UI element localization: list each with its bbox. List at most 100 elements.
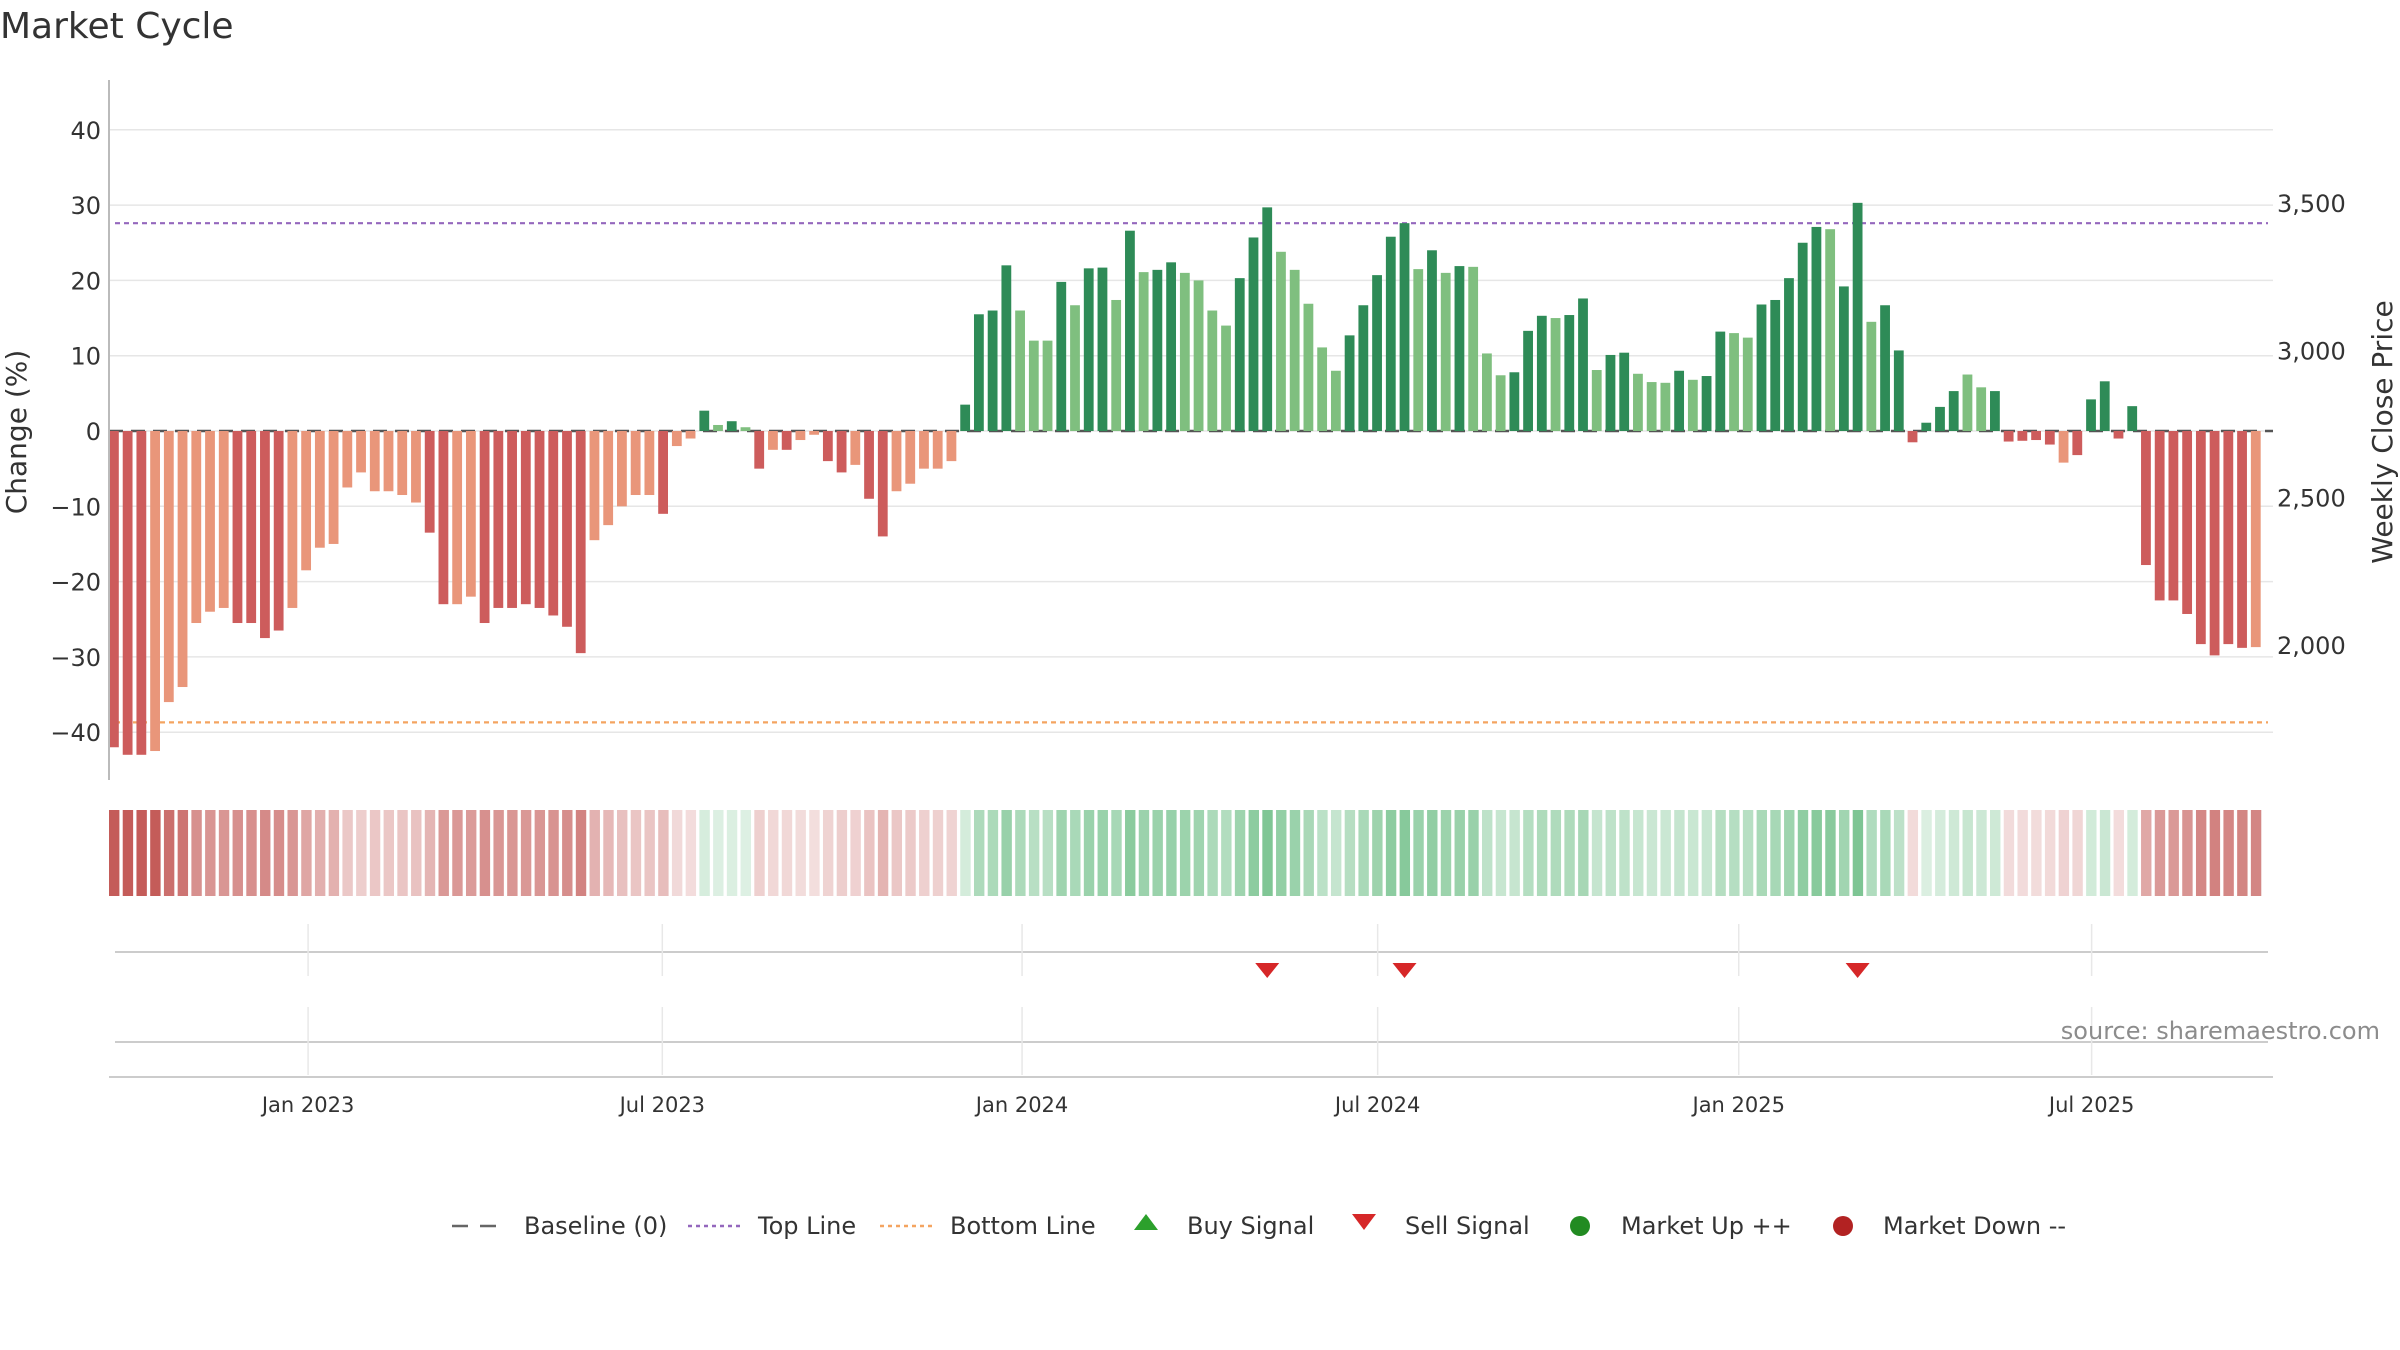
- strip-cell: [1550, 810, 1562, 896]
- right-tick-label: 3,500: [2277, 190, 2346, 218]
- bar: [1289, 269, 1300, 431]
- strip-cell: [1385, 810, 1397, 896]
- strip-cell: [562, 810, 573, 896]
- bar-series: [109, 202, 2261, 755]
- strip-cell: [589, 810, 600, 896]
- bar: [1729, 333, 1739, 431]
- bar: [479, 431, 490, 624]
- bar: [562, 431, 572, 627]
- bar: [1097, 267, 1108, 431]
- strip-cell: [1468, 810, 1479, 896]
- strip-cell: [1179, 810, 1191, 896]
- bar: [575, 431, 586, 654]
- strip-cell: [795, 810, 806, 896]
- bar: [452, 431, 463, 605]
- bar: [2195, 431, 2206, 645]
- bar: [1495, 375, 1506, 431]
- x-tick-label: Jul 2023: [618, 1093, 705, 1117]
- legend-label: Bottom Line: [950, 1212, 1096, 1240]
- bar: [1646, 382, 1657, 431]
- bar: [424, 431, 435, 533]
- bar: [877, 431, 888, 537]
- strip-cell: [1701, 810, 1713, 896]
- bar: [603, 431, 614, 526]
- bar: [1372, 275, 1382, 431]
- bar: [726, 421, 737, 431]
- strip-cell: [864, 810, 875, 896]
- legend-label: Market Up ++: [1621, 1212, 1792, 1240]
- right-axis-label: Weekly Close Price: [2366, 300, 2399, 563]
- bar: [1399, 223, 1410, 431]
- bar: [1591, 370, 1602, 431]
- y-tick-label: −30: [50, 644, 101, 672]
- bar: [2237, 431, 2247, 648]
- bar: [754, 431, 765, 469]
- strip-cell: [1125, 810, 1136, 896]
- bar: [1482, 353, 1492, 431]
- strip-cell: [1591, 810, 1603, 896]
- bar: [864, 431, 874, 499]
- bar: [1948, 391, 1959, 431]
- bar: [2154, 431, 2165, 601]
- strip-cell: [191, 810, 202, 896]
- strip-cell: [520, 810, 532, 896]
- bar: [1742, 337, 1753, 431]
- bar: [1042, 340, 1053, 431]
- strip-cell: [1715, 810, 1726, 896]
- y-tick-label: 30: [70, 192, 101, 220]
- legend-label: Market Down --: [1883, 1212, 2066, 1240]
- bar: [1797, 242, 1808, 431]
- bar: [1056, 281, 1067, 431]
- strip-cell: [1221, 810, 1232, 896]
- bar: [1825, 229, 1836, 431]
- strip-cell: [1633, 810, 1644, 896]
- bar: [1358, 305, 1369, 431]
- strip-cell: [1578, 810, 1589, 896]
- strip-cell: [822, 810, 834, 896]
- bar: [1330, 370, 1341, 431]
- bar: [548, 431, 559, 616]
- bar: [1935, 406, 1945, 431]
- strip-cell: [369, 810, 381, 896]
- strip-cell: [328, 810, 340, 896]
- strip-cell: [1852, 810, 1864, 896]
- strip-cell: [1454, 810, 1465, 896]
- strip-cell: [1399, 810, 1411, 896]
- strip-cell: [2182, 810, 2193, 896]
- strip-cell: [1138, 810, 1150, 896]
- strip-cell: [1083, 810, 1095, 896]
- strip-cell: [836, 810, 848, 896]
- legend-item: Baseline (0): [452, 1212, 667, 1240]
- strip-cell: [1687, 810, 1699, 896]
- strip-cell: [1536, 810, 1548, 896]
- bar: [314, 431, 325, 548]
- strip-cell: [1056, 810, 1067, 896]
- strip-cell: [2209, 810, 2221, 896]
- bar: [1619, 352, 1630, 431]
- strip-cell: [1427, 810, 1438, 896]
- strip-cell: [2031, 810, 2042, 896]
- strip-cell: [1358, 810, 1369, 896]
- bar: [520, 431, 531, 605]
- strip-cell: [2237, 810, 2248, 896]
- bar: [1990, 391, 2000, 431]
- bar: [740, 427, 751, 431]
- bar: [2141, 431, 2151, 566]
- bar: [1385, 236, 1396, 431]
- bar: [960, 404, 971, 431]
- bar: [850, 431, 861, 465]
- bar: [795, 431, 806, 441]
- bar: [150, 431, 160, 752]
- bar: [617, 431, 627, 507]
- strip-cell: [1262, 810, 1273, 896]
- strip-cell: [2099, 810, 2111, 896]
- strip-cell: [1825, 810, 1836, 896]
- dot-red-icon: [1833, 1216, 1853, 1236]
- bar: [356, 431, 366, 473]
- strip-cell: [2127, 810, 2138, 896]
- bar: [1536, 315, 1547, 431]
- strip-cell: [1317, 810, 1328, 896]
- legend-item: Buy Signal: [1134, 1212, 1314, 1240]
- strip-cell: [1962, 810, 1973, 896]
